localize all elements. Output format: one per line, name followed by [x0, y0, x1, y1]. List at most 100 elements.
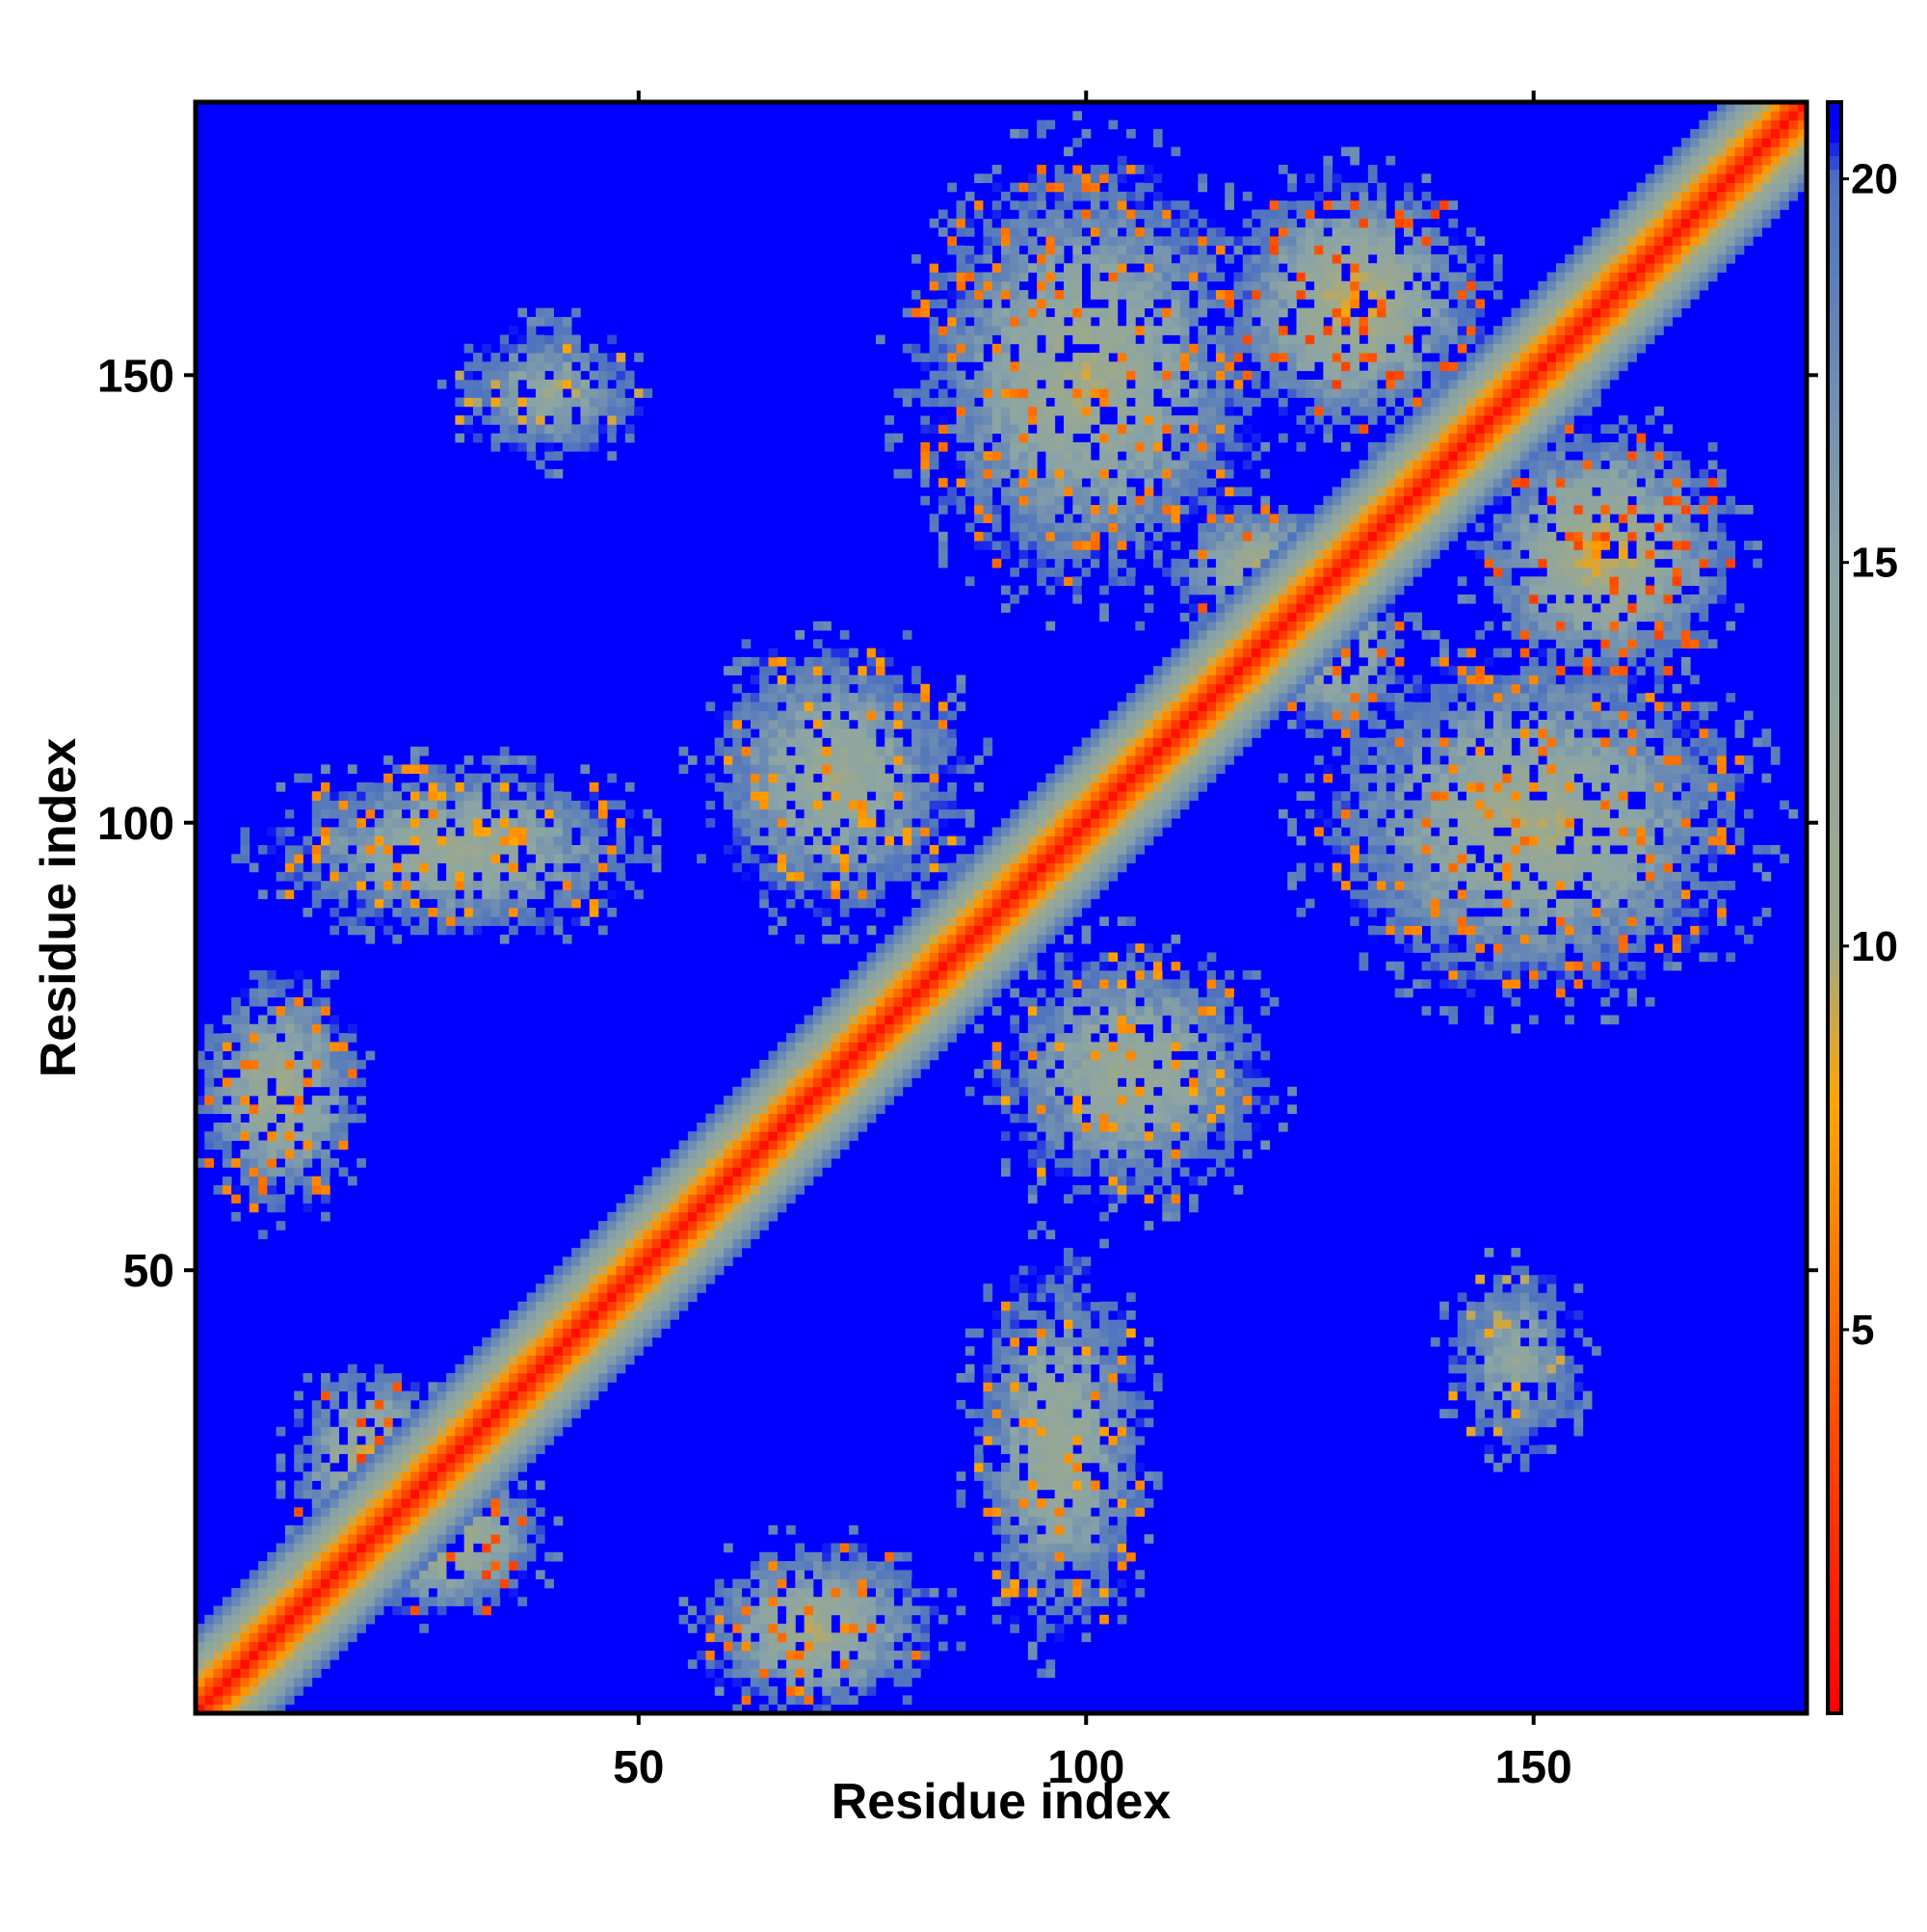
heatmap-cell	[509, 1444, 518, 1455]
heatmap-cell	[812, 621, 823, 631]
heatmap-cell	[526, 1363, 537, 1374]
heatmap-cell	[409, 1498, 420, 1508]
heatmap-cell	[1027, 531, 1038, 542]
heatmap-cell	[858, 1570, 868, 1580]
heatmap-cell	[544, 361, 554, 372]
heatmap-cell	[544, 334, 554, 345]
heatmap-cell	[964, 290, 975, 300]
heatmap-cell	[822, 1614, 832, 1625]
heatmap-cell	[392, 827, 403, 837]
heatmap-cell	[902, 791, 912, 801]
heatmap-cell	[580, 835, 591, 846]
heatmap-cell	[598, 1337, 608, 1347]
heatmap-cell	[759, 728, 769, 738]
heatmap-cell	[777, 683, 787, 694]
heatmap-cell	[517, 415, 528, 425]
heatmap-cell	[670, 1257, 679, 1266]
heatmap-cell	[446, 862, 456, 873]
heatmap-cell	[303, 1373, 313, 1383]
heatmap-cell	[303, 889, 313, 900]
heatmap-cell	[1018, 531, 1029, 542]
heatmap-cell	[714, 1122, 725, 1132]
heatmap-cell	[991, 280, 1002, 291]
heatmap-cell	[1018, 1587, 1029, 1598]
heatmap-cell	[284, 1033, 295, 1043]
heatmap-cell	[956, 307, 966, 318]
heatmap-cell	[634, 1292, 644, 1303]
heatmap-cell	[463, 1516, 474, 1526]
heatmap-cell	[482, 397, 491, 408]
heatmap-cell	[1045, 379, 1056, 389]
heatmap-cell	[490, 818, 501, 828]
heatmap-cell	[1045, 1498, 1056, 1508]
heatmap-cell	[482, 1524, 491, 1535]
heatmap-cell	[284, 1113, 295, 1124]
heatmap-cell	[831, 648, 841, 658]
heatmap-cell	[1037, 1176, 1046, 1186]
heatmap-cell	[383, 773, 393, 783]
heatmap-cell	[875, 970, 885, 980]
heatmap-cell	[1001, 370, 1011, 381]
heatmap-cell	[401, 862, 411, 873]
heatmap-cell	[1001, 1543, 1011, 1553]
heatmap-cell	[777, 1184, 787, 1195]
heatmap-cell	[571, 1328, 581, 1338]
heatmap-cell	[1018, 1597, 1029, 1606]
heatmap-cell	[1045, 1570, 1056, 1580]
heatmap-cell	[258, 1050, 268, 1061]
heatmap-cell	[249, 862, 259, 873]
heatmap-cell	[222, 1077, 232, 1088]
heatmap-cell	[875, 755, 885, 765]
heatmap-cell	[929, 388, 939, 398]
heatmap-cell	[321, 1597, 330, 1606]
heatmap-cell	[472, 835, 483, 846]
heatmap-cell	[741, 1113, 752, 1124]
heatmap-cell	[338, 1587, 349, 1598]
heatmap-cell	[276, 889, 286, 900]
heatmap-cell	[956, 746, 966, 756]
heatmap-cell	[697, 1140, 706, 1151]
heatmap-cell	[490, 1399, 501, 1410]
heatmap-cell	[284, 1641, 295, 1652]
heatmap-cell	[661, 1247, 671, 1257]
heatmap-cell	[1037, 1310, 1046, 1320]
heatmap-cell	[634, 1247, 644, 1257]
heatmap-cell	[544, 441, 554, 452]
heatmap-cell	[1018, 290, 1029, 300]
heatmap-cell	[697, 1211, 706, 1222]
heatmap-cell	[1027, 1042, 1038, 1052]
heatmap-cell	[937, 1006, 948, 1016]
heatmap-cell	[526, 1444, 537, 1455]
heatmap-cell	[920, 468, 931, 479]
heatmap-cell	[634, 844, 644, 855]
heatmap-cell	[724, 800, 733, 810]
heatmap-cell	[831, 746, 841, 756]
heatmap-cell	[651, 1274, 662, 1284]
heatmap-cell	[455, 1605, 465, 1616]
heatmap-cell	[858, 666, 868, 675]
heatmap-cell	[983, 1524, 993, 1535]
heatmap-cell	[544, 307, 554, 318]
heatmap-cell	[1018, 1086, 1029, 1097]
heatmap-cell	[571, 1337, 581, 1347]
heatmap-cell	[983, 1543, 993, 1553]
heatmap-cell	[544, 353, 554, 362]
heatmap-cell	[831, 1015, 841, 1025]
heatmap-cell	[1018, 558, 1029, 569]
heatmap-cell	[455, 370, 465, 381]
heatmap-cell	[338, 1131, 349, 1141]
heatmap-cell	[937, 701, 948, 712]
heatmap-cell	[786, 1686, 796, 1696]
heatmap-cell	[651, 1221, 662, 1231]
heatmap-cell	[831, 781, 841, 792]
heatmap-cell	[697, 1176, 706, 1186]
heatmap-cell	[714, 1167, 725, 1178]
heatmap-cell	[651, 1284, 662, 1293]
heatmap-cell	[991, 943, 1002, 953]
heatmap-cell	[974, 478, 984, 488]
heatmap-cell	[517, 1355, 528, 1365]
heatmap-cell	[849, 988, 858, 998]
heatmap-cell	[920, 808, 931, 819]
heatmap-cell	[991, 934, 1002, 944]
heatmap-cell	[472, 1605, 483, 1616]
